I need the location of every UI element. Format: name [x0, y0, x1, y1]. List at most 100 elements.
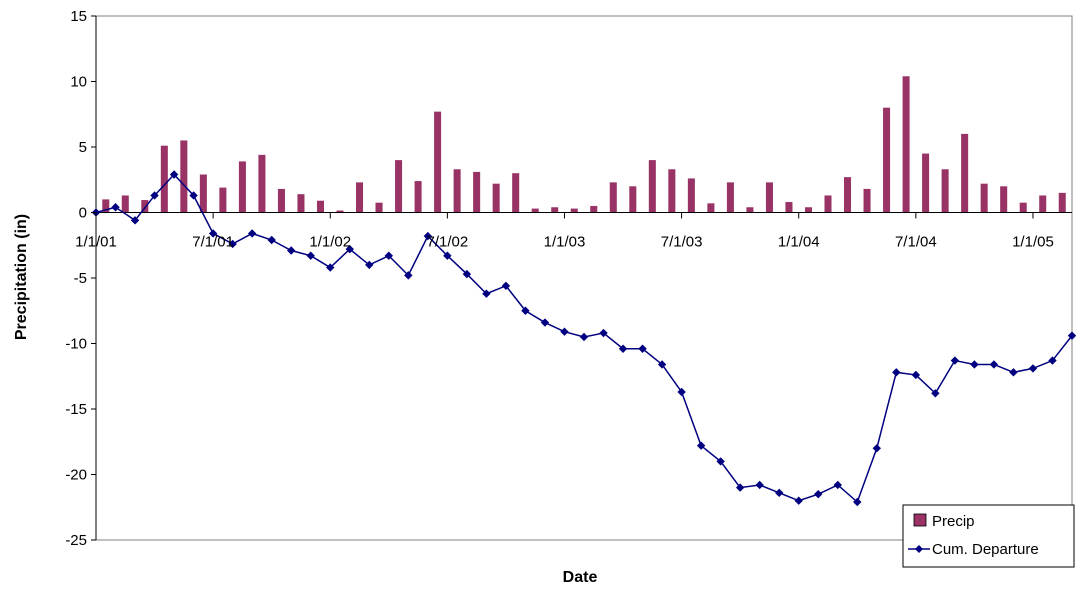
x-tick-labels: 1/1/01 7/1/01 1/1/02 7/1/02 1/1/03 7/1/03 1/1/… — [75, 212, 1054, 251]
cum-departure-point — [716, 457, 725, 466]
cum-departure-point — [657, 360, 667, 369]
precip-bar — [297, 194, 305, 213]
cum-departure-point — [1028, 364, 1038, 373]
cum-departure-point — [989, 360, 999, 369]
precip-bar — [707, 203, 715, 213]
precip-bar — [219, 187, 227, 213]
cum-departure-point — [1048, 356, 1057, 365]
y-tick-label: -5 — [74, 270, 87, 287]
precip-bar — [863, 188, 871, 213]
cum-departure-point — [345, 244, 354, 254]
precip-bar — [726, 182, 734, 213]
y-tick-labels: 15 10 5 0 -5 -10 -15 -20 -25 — [65, 8, 96, 549]
y-tick-label: 15 — [70, 8, 87, 25]
precip-bar — [258, 154, 266, 213]
cum-departure-point — [950, 356, 960, 365]
precip-bar — [277, 188, 285, 213]
cum-departure-point — [560, 327, 569, 336]
precip-bar — [785, 202, 793, 213]
precip-bar — [590, 205, 598, 213]
cum-departure-point — [696, 441, 706, 450]
cum-departure-point — [228, 239, 237, 249]
cum-departure-point — [618, 344, 628, 353]
cum-departure-point — [677, 387, 686, 397]
cum-departure-point — [169, 170, 179, 179]
legend-label-precip: Precip — [932, 513, 975, 530]
precip-bar — [414, 181, 422, 213]
precip-bar — [160, 145, 168, 213]
precip-bar — [1000, 186, 1008, 213]
precip-bar — [512, 173, 520, 213]
cum-departure-point — [287, 246, 296, 255]
cum-departure-point — [1009, 368, 1018, 377]
x-tick-label: 7/1/04 — [895, 234, 937, 251]
y-tick-label: -15 — [65, 401, 87, 418]
y-tick-label: 5 — [79, 139, 87, 156]
x-tick-label: 7/1/02 — [427, 234, 469, 251]
cum-departure-point — [638, 344, 647, 353]
cum-departure-point — [365, 260, 374, 270]
x-tick-label: 1/1/03 — [544, 234, 586, 251]
legend-box — [902, 504, 1075, 568]
precip-bar — [141, 200, 149, 213]
precip-bar — [395, 160, 403, 213]
cum-departure-point — [872, 444, 881, 453]
precip-bar — [1039, 195, 1047, 213]
precip-bar — [375, 202, 383, 213]
precip-bar — [687, 178, 695, 213]
precip-bar — [941, 169, 949, 213]
precip-bar — [531, 208, 539, 213]
cum-departure-point — [521, 306, 530, 315]
precip-bar — [648, 160, 656, 213]
precip-bar — [356, 182, 364, 213]
cum-departure-point — [735, 483, 745, 492]
precip-bar — [609, 182, 617, 213]
x-tick-label: 1/1/01 — [75, 234, 117, 251]
precip-bar — [668, 169, 676, 213]
cum-departure-point — [189, 191, 198, 200]
cum-departure-point — [208, 229, 218, 238]
precip-bar — [804, 207, 812, 213]
precip-bar — [980, 183, 988, 213]
cum-departure-point — [853, 497, 862, 507]
cum-departure-point — [892, 368, 901, 377]
cum-departure-point — [931, 389, 940, 398]
precip-bar — [765, 182, 773, 213]
precip-bar — [961, 133, 969, 213]
cum-departure-point — [775, 488, 784, 498]
precip-bar — [1058, 192, 1066, 213]
precip-bar — [492, 183, 500, 213]
precip-bar — [238, 161, 246, 213]
cum-departure-point — [423, 231, 433, 241]
precip-bar — [1019, 202, 1027, 213]
precip-bar — [922, 153, 930, 213]
cum-departure-point — [599, 328, 608, 338]
x-axis-title: Date — [563, 569, 598, 586]
precip-bars — [102, 76, 1066, 213]
y-tick-label: -25 — [65, 532, 87, 549]
precip-bar — [121, 195, 129, 213]
cum-departure-point — [482, 289, 491, 298]
cum-departure-point — [814, 489, 823, 499]
cum-departure-point — [755, 480, 764, 490]
x-tick-label: 1/1/02 — [309, 234, 351, 251]
cum-departure-line — [91, 170, 1076, 507]
cum-departure-point — [911, 370, 921, 380]
cum-departure-point — [970, 360, 979, 369]
cum-departure-point — [326, 263, 335, 272]
y-axis-title: Precipitation (in) — [13, 214, 30, 340]
precip-bar — [551, 207, 559, 213]
cum-departure-point — [111, 203, 120, 212]
precip-bar — [336, 210, 344, 213]
cum-departure-point — [1067, 331, 1076, 340]
precip-bar — [629, 186, 637, 213]
precip-bar — [199, 174, 207, 213]
precip-bar — [883, 107, 891, 213]
precip-bar — [102, 199, 110, 213]
cum-departure-point — [267, 235, 276, 245]
precip-bar — [473, 171, 481, 213]
cum-departure-point — [404, 271, 413, 280]
legend: Precip Cum. Departure — [902, 504, 1075, 568]
precip-bar — [902, 76, 910, 213]
